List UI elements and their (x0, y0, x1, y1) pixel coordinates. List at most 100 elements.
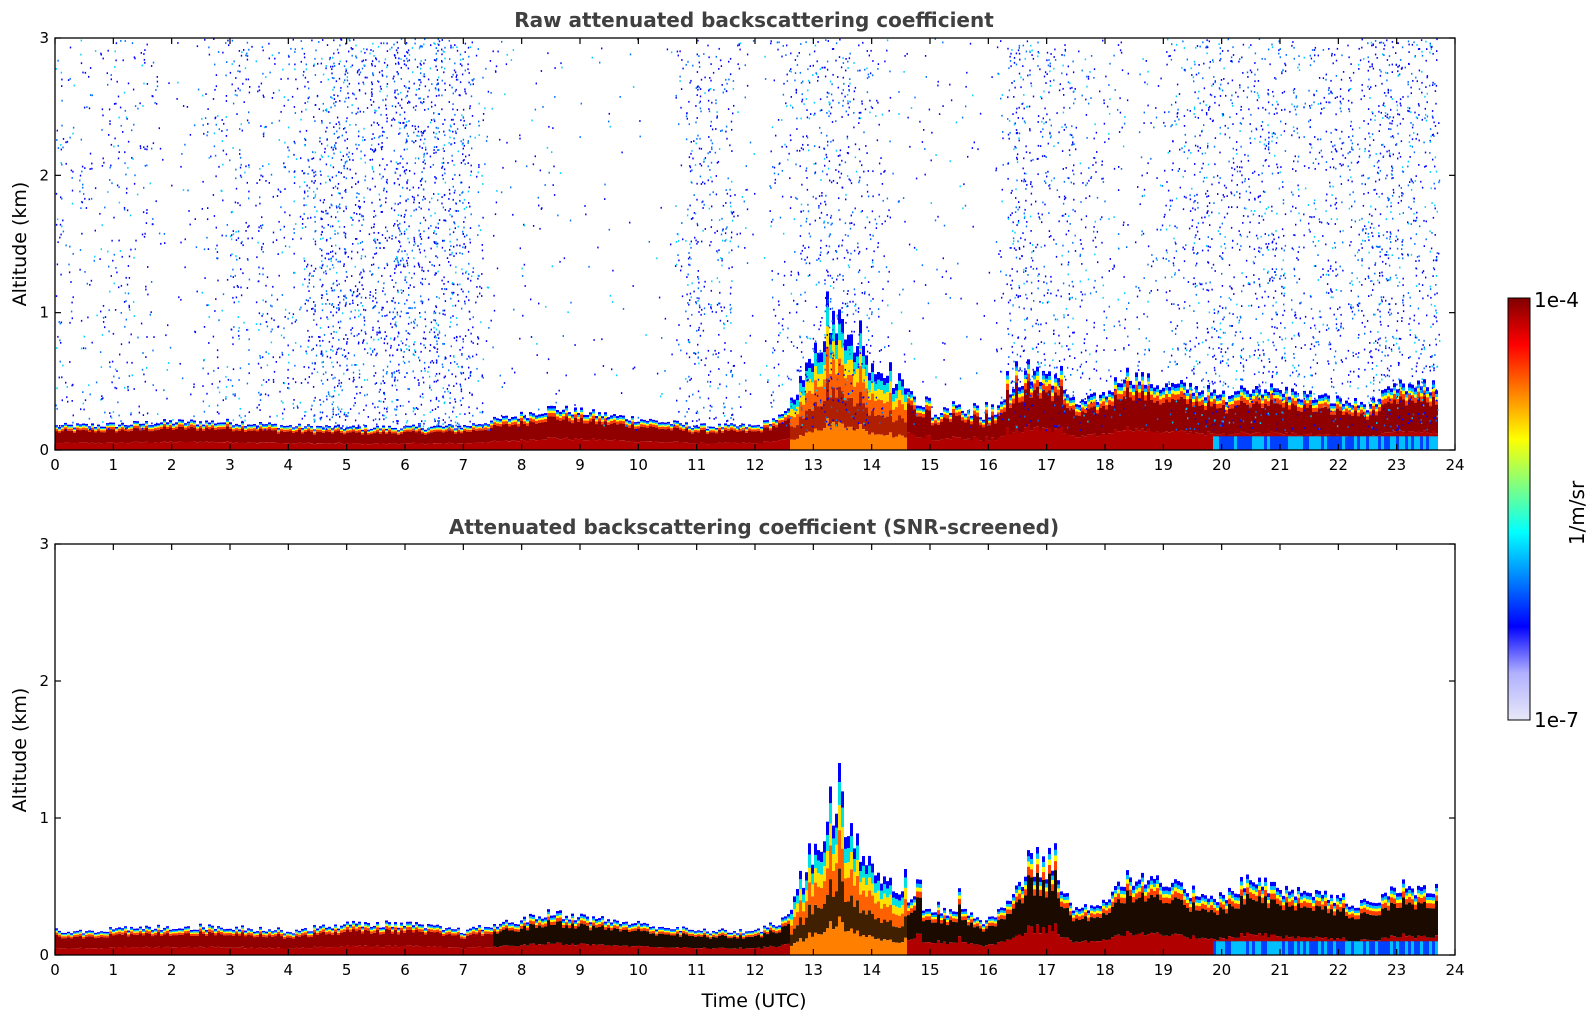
heatmap-cell (88, 432, 91, 444)
noise-pixel (140, 52, 142, 54)
heatmap-cell (1348, 405, 1351, 409)
noise-pixel (237, 316, 239, 318)
noise-pixel (321, 249, 323, 252)
noise-pixel (321, 156, 323, 158)
heatmap-cell (508, 423, 511, 427)
heatmap-cell (223, 424, 226, 426)
noise-pixel (115, 42, 118, 45)
heatmap-cell (418, 443, 421, 450)
heatmap-cell (94, 428, 97, 430)
heatmap-cell (787, 415, 790, 419)
heatmap-cell (1372, 405, 1375, 411)
heatmap-cell (1168, 432, 1171, 450)
heatmap-cell (775, 424, 778, 428)
noise-pixel (181, 377, 184, 380)
heatmap-cell (454, 428, 457, 430)
heatmap-cell (640, 422, 643, 425)
heatmap-cell (1153, 391, 1156, 395)
heatmap-cell (979, 417, 982, 420)
heatmap-cell (772, 423, 775, 426)
heatmap-cell (1111, 395, 1114, 399)
heatmap-cell (1252, 404, 1255, 433)
noise-pixel (292, 238, 294, 241)
noise-pixel (146, 212, 148, 214)
heatmap-cell (412, 426, 415, 428)
noise-pixel (338, 393, 340, 396)
heatmap-cell (241, 423, 244, 425)
noise-pixel (248, 349, 250, 351)
heatmap-cell (283, 428, 286, 430)
heatmap-cell (859, 391, 862, 425)
noise-pixel (345, 177, 348, 180)
noise-pixel (91, 167, 93, 170)
noise-pixel (335, 258, 337, 261)
heatmap-cell (754, 425, 757, 427)
heatmap-cell (322, 429, 325, 431)
heatmap-cell (751, 443, 754, 450)
noise-pixel (226, 366, 229, 368)
heatmap-cell (286, 429, 289, 432)
heatmap-cell (946, 412, 949, 415)
heatmap-cell (847, 360, 850, 376)
noise-pixel (351, 275, 353, 277)
heatmap-cell (712, 426, 715, 429)
noise-pixel (326, 398, 328, 401)
heatmap-cell (1381, 390, 1384, 394)
heatmap-cell (895, 436, 898, 450)
heatmap-cell (862, 368, 865, 383)
heatmap-cell (343, 429, 346, 431)
noise-pixel (326, 378, 329, 381)
noise-pixel (281, 294, 284, 296)
heatmap-cell (1156, 431, 1159, 450)
noise-pixel (180, 165, 182, 168)
heatmap-cell (985, 409, 988, 414)
heatmap-cell (1342, 436, 1345, 450)
heatmap-cell (1144, 400, 1147, 432)
heatmap-cell (109, 426, 112, 430)
heatmap-cell (268, 426, 271, 430)
noise-pixel (326, 316, 328, 319)
heatmap-cell (667, 425, 670, 427)
heatmap-cell (991, 409, 994, 412)
noise-pixel (292, 349, 294, 352)
heatmap-cell (598, 414, 601, 417)
heatmap-cell (1351, 412, 1354, 416)
heatmap-cell (1063, 396, 1066, 400)
noise-pixel (383, 414, 385, 417)
noise-pixel (232, 368, 235, 371)
noise-pixel (320, 62, 322, 65)
heatmap-cell (61, 427, 64, 430)
heatmap-cell (148, 429, 151, 432)
heatmap-cell (676, 427, 679, 442)
heatmap-cell (1399, 396, 1402, 431)
heatmap-cell (280, 427, 283, 430)
heatmap-cell (544, 419, 547, 422)
noise-pixel (315, 323, 318, 326)
noise-pixel (370, 124, 373, 127)
heatmap-cell (61, 426, 64, 428)
heatmap-cell (997, 437, 1000, 450)
noise-pixel (360, 257, 362, 260)
heatmap-cell (130, 427, 133, 429)
noise-pixel (240, 163, 242, 166)
heatmap-cell (1012, 395, 1015, 399)
heatmap-cell (685, 426, 688, 429)
noise-pixel (265, 284, 267, 287)
noise-pixel (355, 172, 357, 175)
noise-pixel (331, 250, 334, 253)
heatmap-cell (1189, 387, 1192, 391)
noise-pixel (125, 427, 127, 430)
heatmap-cell (1372, 397, 1375, 401)
heatmap-cell (607, 440, 610, 450)
heatmap-cell (409, 428, 412, 430)
noise-pixel (83, 193, 85, 195)
noise-pixel (311, 372, 313, 375)
heatmap-cell (559, 417, 562, 421)
heatmap-cell (691, 428, 694, 430)
heatmap-cell (520, 416, 523, 418)
heatmap-cell (805, 381, 808, 394)
heatmap-cell (154, 423, 157, 426)
noise-pixel (380, 204, 383, 207)
noise-pixel (294, 51, 296, 53)
noise-pixel (386, 406, 389, 409)
